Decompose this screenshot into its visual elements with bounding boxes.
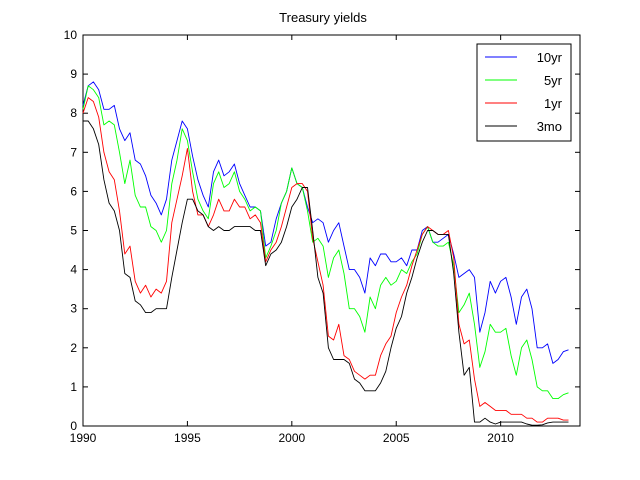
- y-tick-label: 4: [70, 263, 77, 277]
- legend-label-1yr: 1yr: [544, 96, 563, 111]
- y-tick-label: 3: [70, 302, 77, 316]
- legend-box: [476, 43, 572, 142]
- series-line-5yr: [82, 85, 569, 400]
- y-tick-label: 10: [64, 28, 78, 42]
- legend: 10yr 5yr 1yr 3mo: [476, 43, 572, 142]
- y-tick-label: 9: [70, 67, 77, 81]
- x-tick-label: 2010: [487, 431, 514, 445]
- chart-title: Treasury yields: [279, 10, 367, 25]
- legend-label-10yr: 10yr: [537, 50, 563, 65]
- y-tick-label: 6: [70, 184, 77, 198]
- x-tick-label: 1990: [70, 431, 97, 445]
- y-tick-label: 0: [70, 419, 77, 433]
- x-tick-label: 2005: [383, 431, 410, 445]
- series-lines: [82, 81, 569, 426]
- y-tick-label: 7: [70, 145, 77, 159]
- y-tick-label: 2: [70, 341, 77, 355]
- legend-label-3mo: 3mo: [537, 119, 562, 134]
- series-line-10yr: [82, 81, 569, 364]
- series-line-1yr: [82, 97, 569, 423]
- y-tick-label: 1: [70, 380, 77, 394]
- x-tick-label: 1995: [174, 431, 201, 445]
- legend-label-5yr: 5yr: [544, 73, 563, 88]
- x-tick-label: 2000: [278, 431, 305, 445]
- y-tick-label: 5: [70, 224, 77, 238]
- y-tick-label: 8: [70, 106, 77, 120]
- series-line-3mo: [83, 120, 569, 426]
